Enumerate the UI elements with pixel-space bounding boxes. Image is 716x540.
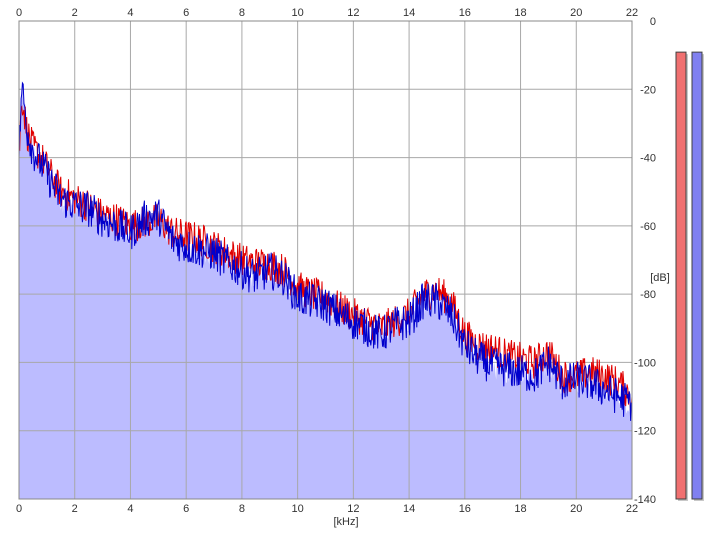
x-tick-label-bottom: 0 [16, 503, 22, 515]
x-tick-label-bottom: 14 [403, 503, 415, 515]
y-tick-label: -120 [634, 426, 656, 438]
y-tick-label: -100 [634, 357, 656, 369]
x-tick-label-bottom: 10 [292, 503, 304, 515]
x-tick-label-bottom: 18 [514, 503, 526, 515]
x-tick-label-bottom: 16 [459, 503, 471, 515]
y-tick-label: -140 [634, 494, 656, 506]
x-tick-label-top: 12 [347, 7, 359, 19]
x-tick-label-bottom: 2 [72, 503, 78, 515]
x-tick-label-bottom: 6 [183, 503, 189, 515]
y-tick-label: 0 [650, 16, 656, 28]
x-tick-label-top: 10 [292, 7, 304, 19]
y-axis-unit-label: [dB] [650, 272, 670, 284]
y-tick-label: -20 [640, 84, 656, 96]
x-axis-bottom-ticks: 0 2 4 6 8 10 12 14 16 18 20 22 [16, 503, 638, 515]
x-tick-label-top: 6 [183, 7, 189, 19]
x-tick-label-top: 20 [570, 7, 582, 19]
x-tick-label-top: 8 [239, 7, 245, 19]
series-trace-right [18, 81, 633, 421]
x-axis-unit-label: [kHz] [333, 516, 358, 528]
x-tick-label-bottom: 20 [570, 503, 582, 515]
x-tick-label-top: 16 [459, 7, 471, 19]
level-meter-left [675, 51, 687, 500]
spectrum-fill-area [19, 81, 632, 499]
x-tick-label-bottom: 4 [127, 503, 133, 515]
y-axis-right-ticks: 0 -20 -40 -60 -80 -100 -120 -140 [634, 16, 656, 506]
x-tick-label-top: 22 [626, 7, 638, 19]
spectrum-series [18, 81, 633, 421]
x-tick-label-top: 2 [72, 7, 78, 19]
y-tick-label: -40 [640, 153, 656, 165]
x-tick-label-top: 4 [127, 7, 133, 19]
x-tick-label-top: 18 [514, 7, 526, 19]
x-tick-label-bottom: 8 [239, 503, 245, 515]
spectrum-fill [19, 81, 632, 499]
y-tick-label: -80 [640, 289, 656, 301]
level-meters [675, 51, 704, 502]
x-tick-label-top: 0 [16, 7, 22, 19]
x-axis-top-ticks: 0 2 4 6 8 10 12 14 16 18 20 22 [16, 7, 638, 19]
x-tick-label-bottom: 12 [347, 503, 359, 515]
y-tick-label: -60 [640, 221, 656, 233]
level-meter-right [691, 51, 703, 500]
x-tick-label-top: 14 [403, 7, 415, 19]
plot-border [18, 20, 633, 500]
x-tick-label-bottom: 22 [626, 503, 638, 515]
